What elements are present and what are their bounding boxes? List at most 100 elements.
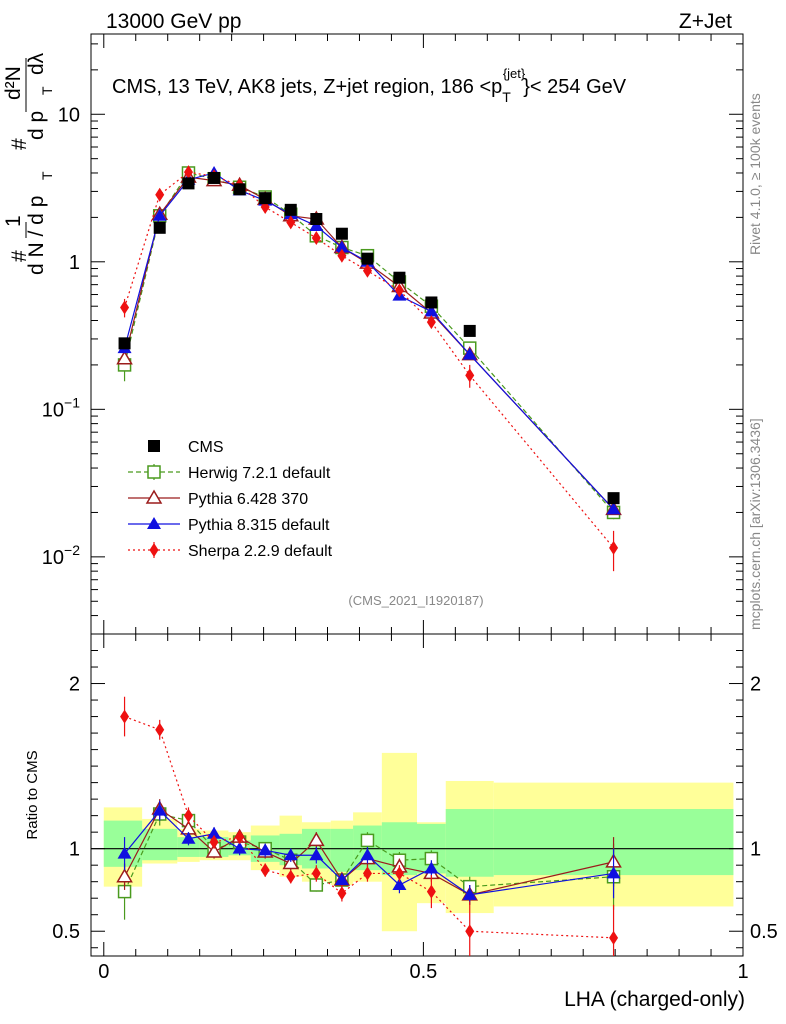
ratio-series-line xyxy=(124,716,614,939)
ratio-ytick-label-right: 2 xyxy=(750,674,761,696)
main-data-point xyxy=(310,213,323,226)
ratio-band-stat xyxy=(142,828,178,861)
ratio-data-point xyxy=(308,831,325,847)
ratio-data-point xyxy=(116,868,133,883)
side-mcplots-label: mcplots.cern.ch [arXiv:1306.3436] xyxy=(747,418,763,630)
main-data-point xyxy=(152,208,167,221)
legend-item: Sherpa 2.2.9 default xyxy=(128,542,333,560)
ratio-ytick-label-left: 1 xyxy=(69,839,80,861)
ratio-data-point xyxy=(232,841,247,854)
main-data-point xyxy=(120,300,130,315)
main-ytick-label: 10−2 xyxy=(42,542,80,569)
ratio-ytick-label-left: 2 xyxy=(69,674,80,696)
ratio-ylabel: Ratio to CMS xyxy=(24,750,41,839)
ylabel-dn-dpt: d N / d p xyxy=(25,196,48,275)
legend-label: Sherpa 2.2.9 default xyxy=(188,543,333,560)
ratio-data-point xyxy=(152,803,167,816)
main-series-line xyxy=(123,171,615,549)
main-data-point xyxy=(259,192,272,205)
legend-marker xyxy=(147,465,161,479)
ratio-band-stat xyxy=(445,809,494,877)
ratio-data-point xyxy=(360,833,375,848)
x-axis-title: LHA (charged-only) xyxy=(564,988,745,1011)
plot-title-sup: {jet} xyxy=(503,66,526,81)
legend-marker xyxy=(145,489,163,504)
main-data-point xyxy=(394,283,404,298)
ratio-band-stat xyxy=(330,828,354,872)
main-data-point xyxy=(362,263,372,278)
main-data-point xyxy=(118,337,131,350)
main-series-pythia-6-428-370 xyxy=(116,168,622,516)
main-ytick-label: 1 xyxy=(69,252,80,274)
main-data-point xyxy=(361,252,374,265)
plot-title-sub: T xyxy=(502,89,511,105)
legend-label: CMS xyxy=(188,439,224,456)
ratio-xtick-label: 0 xyxy=(98,961,109,983)
legend-item: Pythia 6.428 370 xyxy=(128,489,308,508)
legend-label: Pythia 6.428 370 xyxy=(188,491,308,508)
main-series-line xyxy=(123,172,615,513)
ratio-data-point xyxy=(286,869,296,884)
ratio-data-point xyxy=(205,843,223,858)
main-data-point xyxy=(334,240,349,253)
plot-title-text: CMS, 13 TeV, AK8 jets, Z+jet region, 186… xyxy=(112,76,502,98)
ratio-data-point xyxy=(311,866,321,881)
main-data-point xyxy=(335,227,348,240)
plot-title: CMS, 13 TeV, AK8 jets, Z+jet region, 186… xyxy=(112,66,627,105)
ratio-data-point xyxy=(465,924,475,939)
main-panel: 10−2 10−1 1 10 xyxy=(42,33,744,635)
main-data-point xyxy=(606,502,621,515)
legend-marker xyxy=(149,543,159,557)
plot-title-end: }< 254 GeV xyxy=(523,76,627,98)
legend-item: CMS xyxy=(148,439,224,456)
ylabel-dlambda: dλ xyxy=(25,52,48,75)
ratio-data-point xyxy=(360,848,375,861)
ratio-data-point xyxy=(235,830,245,845)
main-series-line xyxy=(123,176,614,510)
ratio-data-point xyxy=(392,877,407,890)
ratio-data-point xyxy=(606,866,621,879)
main-ylabel: # 1 d N / d p T # d²N d p T dλ xyxy=(2,52,55,275)
main-data-point xyxy=(284,203,297,216)
main-data-point xyxy=(465,368,475,383)
legend-marker xyxy=(148,440,160,452)
header-right: Z+Jet xyxy=(679,10,732,33)
ylabel-d2n: d²N xyxy=(2,66,25,100)
ratio-data-point xyxy=(181,831,196,844)
legend: CMS Herwig 7.2.1 default Pythia 6.428 370 P… xyxy=(128,439,333,560)
ratio-data-point xyxy=(258,843,273,856)
ratio-data-point xyxy=(394,866,404,881)
ratio-data-point xyxy=(282,855,300,870)
ratio-series-sherpa-2-2-9-default xyxy=(120,696,619,956)
main-series-sherpa-2-2-9-default xyxy=(120,165,619,572)
main-ytick-label: 10 xyxy=(58,104,80,126)
main-data-point xyxy=(153,221,166,234)
ylabel-hash-2: # xyxy=(8,138,31,150)
main-data-point xyxy=(463,324,476,337)
legend-label: Pythia 8.315 default xyxy=(188,517,330,534)
ratio-band-stat xyxy=(103,820,143,867)
main-series-line xyxy=(123,172,614,510)
ratio-data-point xyxy=(155,722,165,737)
legend-item: Herwig 7.2.1 default xyxy=(128,464,331,482)
main-data-point xyxy=(425,296,438,309)
ratio-data-point xyxy=(117,846,132,859)
legend-label: Herwig 7.2.1 default xyxy=(188,465,331,482)
ratio-data-point xyxy=(309,848,324,861)
main-data-point xyxy=(155,187,165,202)
ratio-data-point xyxy=(260,863,270,878)
main-data-point xyxy=(426,315,436,330)
main-data-point xyxy=(183,165,193,180)
ratio-data-point xyxy=(362,866,372,881)
header-left: 13000 GeV pp xyxy=(106,10,241,33)
ratio-xtick-label: 1 xyxy=(737,961,748,983)
main-data-point xyxy=(393,271,406,284)
main-ytick-label: 10−1 xyxy=(42,394,80,421)
watermark: (CMS_2021_I1920187) xyxy=(348,593,483,608)
ratio-ytick-label-right: 1 xyxy=(750,839,761,861)
ratio-data-point xyxy=(609,930,619,945)
ylabel-t-sub-1: T xyxy=(39,171,55,180)
ratio-frame xyxy=(90,633,744,957)
ratio-data-point xyxy=(183,808,193,823)
ratio-panel: 0.5 0.51 12 20 0.5 1 xyxy=(52,633,778,983)
